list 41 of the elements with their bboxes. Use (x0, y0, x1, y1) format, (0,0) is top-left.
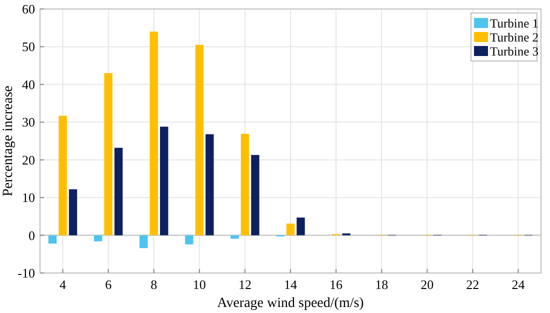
x-tick-label: 4 (60, 277, 67, 292)
bar (150, 32, 158, 236)
legend-label: Turbine 3 (490, 44, 539, 58)
x-tick-label: 20 (420, 277, 434, 292)
bar (251, 154, 260, 236)
bar (68, 189, 78, 236)
bar (160, 126, 168, 236)
bar (48, 235, 57, 244)
y-tick-label: 10 (22, 190, 35, 206)
bar (94, 235, 102, 242)
bar (58, 116, 67, 236)
x-tick-label: 10 (192, 277, 206, 292)
bar (286, 224, 295, 236)
x-tick-label: 12 (238, 277, 252, 292)
y-tick-label: -10 (18, 266, 35, 280)
bar (185, 235, 194, 244)
y-tick-label: 40 (22, 76, 35, 92)
y-tick-label: 20 (22, 152, 35, 168)
x-axis-title: Average wind speed/(m/s) (217, 296, 364, 311)
legend-label: Turbine 2 (490, 30, 539, 44)
x-tick-label: 6 (105, 277, 112, 292)
bar (104, 73, 112, 236)
y-tick-label: 0 (28, 228, 35, 243)
x-tick-label: 22 (466, 277, 480, 292)
bar (230, 235, 239, 239)
y-tick-label: 30 (22, 114, 35, 130)
bar (114, 148, 123, 236)
x-tick-label: 18 (375, 277, 388, 292)
y-tick-label: 50 (22, 39, 35, 54)
x-tick-label: 14 (284, 277, 298, 292)
x-tick-label: 16 (330, 277, 344, 292)
y-tick-label: 60 (22, 2, 35, 16)
bar (206, 134, 214, 236)
bar (140, 235, 148, 248)
y-axis-title: Percentage increase (1, 86, 16, 196)
x-tick-label: 8 (150, 277, 158, 292)
bar (296, 218, 305, 236)
x-tick-label: 24 (512, 277, 526, 292)
bar (195, 44, 204, 236)
bar (240, 134, 250, 236)
legend-label: Turbine 1 (490, 16, 539, 30)
